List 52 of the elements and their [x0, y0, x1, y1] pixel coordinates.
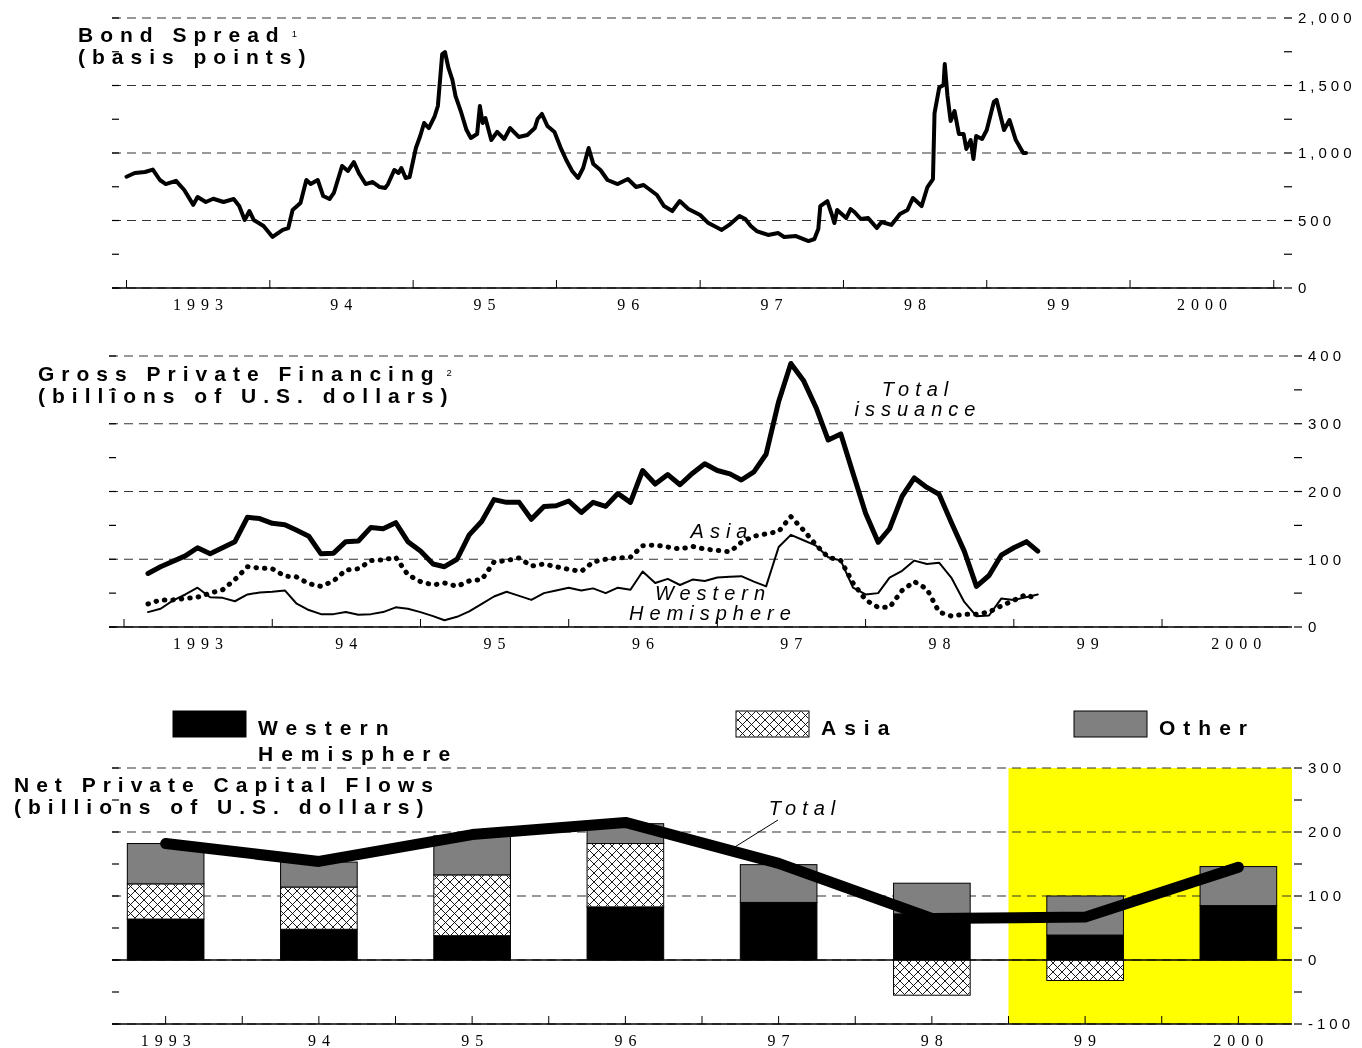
text: (billions of U.S. dollars): [38, 384, 455, 407]
y-tick-label: 100: [1308, 887, 1346, 905]
x-tick-label: 99: [1074, 1032, 1103, 1048]
text: Total: [768, 797, 842, 819]
text: (basis points): [78, 45, 313, 68]
chart-title: Gross Private Financing$^{2}$: [38, 362, 459, 385]
y-tick-label: 400: [1308, 347, 1346, 365]
x-tick-label: 95: [473, 296, 502, 313]
y-tick-label: 1,500: [1298, 76, 1356, 94]
y-tick-label: 0: [1308, 951, 1321, 969]
x-tick-label: 97: [767, 1032, 796, 1048]
y-tick-label: -100: [1308, 1015, 1355, 1033]
chart-title: Bond Spread$^{1}$: [78, 23, 304, 46]
x-tick-label: 98: [903, 296, 932, 313]
series-label: Western Hemisphere: [629, 582, 797, 624]
x-tick-label: 96: [617, 296, 646, 313]
series-label: Total issuance: [854, 378, 982, 420]
x-tick-label: 94: [330, 296, 359, 313]
y-tick-label: 300: [1308, 759, 1346, 777]
x-tick-label: 2000: [1213, 1032, 1270, 1048]
x-tick-label: 1993: [172, 296, 229, 313]
x-tick-label: 1993: [140, 1032, 197, 1048]
x-tick-label: 95: [483, 635, 512, 652]
y-tick-label: 300: [1308, 415, 1346, 432]
y-tick-label: 1,000: [1298, 144, 1356, 162]
y-tick-label: 0: [1298, 279, 1311, 297]
x-tick-label: 2000: [1176, 296, 1233, 313]
x-tick-label: 98: [920, 1032, 949, 1048]
x-tick-label: 99: [1076, 635, 1105, 652]
x-tick-label: 99: [1047, 296, 1076, 313]
series-label: Asia: [689, 520, 754, 542]
x-tick-label: 2000: [1211, 635, 1268, 652]
y-tick-label: 200: [1308, 482, 1346, 500]
y-tick-label: 100: [1308, 550, 1346, 568]
y-tick-label: 2,000: [1298, 9, 1356, 27]
text: (billions of U.S. dollars): [14, 795, 431, 818]
x-tick-label: 94: [307, 1032, 336, 1048]
y-tick-label: 200: [1308, 823, 1346, 841]
legend-label: Asia: [821, 716, 898, 739]
x-tick-label: 97: [760, 296, 789, 313]
x-tick-label: 96: [614, 1032, 643, 1048]
x-tick-label: 1993: [172, 635, 229, 652]
chart-title: Net Private Capital Flows: [14, 773, 440, 796]
x-tick-label: 98: [928, 635, 957, 652]
legend-label: Other: [1159, 716, 1256, 739]
legend-label: Western Hemisphere: [258, 716, 459, 765]
y-tick-label: 500: [1298, 211, 1336, 229]
x-tick-label: 95: [461, 1032, 490, 1048]
x-tick-label: 96: [632, 635, 661, 652]
x-tick-label: 94: [335, 635, 364, 652]
x-tick-label: 97: [780, 635, 809, 652]
y-tick-label: 0: [1308, 618, 1321, 636]
